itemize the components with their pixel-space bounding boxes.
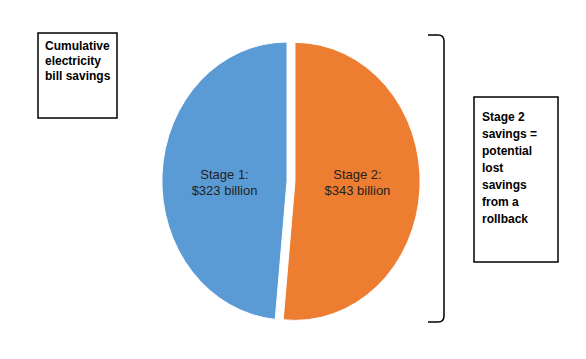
data-label: Stage 2:$343 billion bbox=[325, 167, 391, 198]
text-line: electricity bbox=[45, 54, 101, 68]
data-label-category: Stage 2: bbox=[333, 167, 381, 182]
text-line: savings = bbox=[482, 127, 537, 141]
data-label-category: Stage 1: bbox=[200, 167, 248, 182]
text-line: Stage 2 bbox=[482, 110, 525, 124]
text-line: Cumulative bbox=[45, 39, 110, 53]
pie-slice bbox=[283, 42, 420, 320]
data-label: Stage 1:$323 billion bbox=[192, 167, 258, 198]
annotation: Stage 2 savings = potential lost savings from… bbox=[482, 110, 537, 226]
text-line: potential bbox=[482, 144, 532, 158]
text-line: from a bbox=[482, 195, 519, 209]
text-line: rollback bbox=[482, 212, 528, 226]
text-line: lost bbox=[482, 161, 503, 175]
text-line: savings bbox=[482, 178, 527, 192]
title-box bbox=[38, 33, 117, 118]
text-line: bill savings bbox=[45, 69, 111, 83]
bracket bbox=[428, 35, 444, 322]
data-label-value: $343 billion bbox=[325, 183, 391, 198]
pie-slice bbox=[162, 42, 287, 319]
annotation-box bbox=[474, 97, 558, 262]
background bbox=[0, 0, 586, 359]
pie bbox=[162, 42, 420, 320]
data-label-value: $323 billion bbox=[192, 183, 258, 198]
chart: Stage 1:$323 billion Stage 2:$343 billion… bbox=[0, 0, 586, 359]
title: Cumulativeelectricitybill savings bbox=[45, 39, 111, 83]
